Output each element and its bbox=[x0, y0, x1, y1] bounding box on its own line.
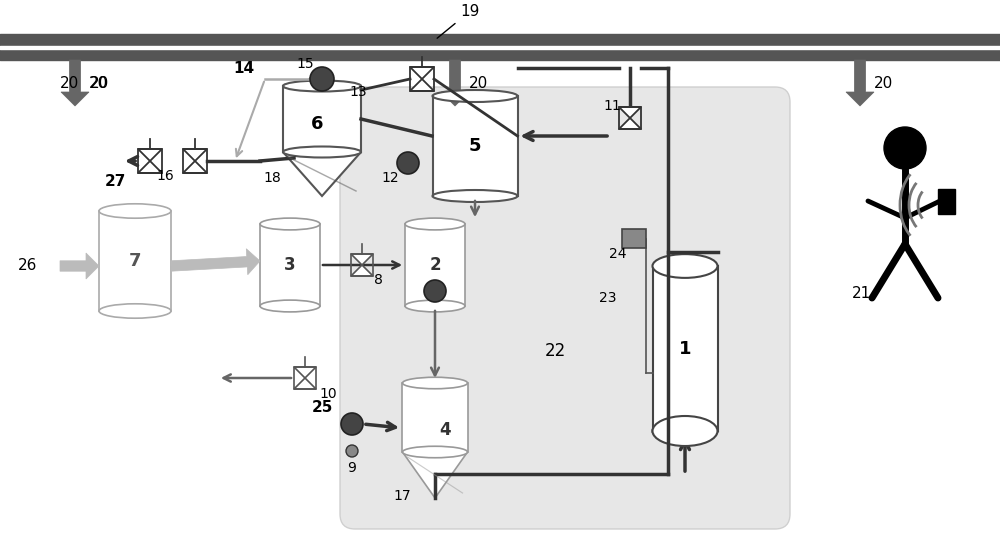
Polygon shape bbox=[351, 265, 373, 276]
Polygon shape bbox=[351, 254, 373, 265]
Bar bbox=[938, 189, 955, 214]
Ellipse shape bbox=[99, 204, 171, 218]
Polygon shape bbox=[410, 67, 434, 79]
Text: 21: 21 bbox=[852, 287, 872, 301]
Polygon shape bbox=[294, 378, 316, 389]
Ellipse shape bbox=[402, 377, 467, 389]
Polygon shape bbox=[410, 79, 434, 91]
Text: 3: 3 bbox=[284, 256, 296, 274]
Text: 9: 9 bbox=[348, 461, 356, 475]
Circle shape bbox=[341, 413, 363, 435]
Ellipse shape bbox=[652, 419, 718, 443]
Polygon shape bbox=[171, 249, 260, 275]
Circle shape bbox=[310, 67, 334, 91]
Text: 24: 24 bbox=[609, 247, 627, 261]
Polygon shape bbox=[619, 118, 641, 129]
Text: 14: 14 bbox=[233, 61, 255, 76]
Text: 8: 8 bbox=[374, 273, 382, 287]
FancyBboxPatch shape bbox=[340, 87, 790, 529]
Polygon shape bbox=[294, 367, 316, 378]
Text: 4: 4 bbox=[439, 421, 451, 439]
Text: 1: 1 bbox=[679, 340, 691, 358]
Circle shape bbox=[884, 127, 926, 169]
Text: 12: 12 bbox=[381, 171, 399, 185]
Text: 11: 11 bbox=[603, 99, 621, 113]
Ellipse shape bbox=[260, 218, 320, 230]
Text: 19: 19 bbox=[437, 4, 479, 38]
Text: 6: 6 bbox=[311, 115, 323, 133]
Text: 20: 20 bbox=[874, 77, 893, 92]
Text: 26: 26 bbox=[18, 258, 37, 273]
Text: 16: 16 bbox=[156, 169, 174, 183]
Polygon shape bbox=[60, 253, 99, 279]
Text: 13: 13 bbox=[349, 85, 367, 99]
Text: 2: 2 bbox=[429, 256, 441, 274]
Bar bbox=[622, 229, 646, 248]
Circle shape bbox=[346, 445, 358, 457]
Text: 20: 20 bbox=[90, 77, 109, 92]
Text: 20: 20 bbox=[469, 77, 488, 92]
Polygon shape bbox=[402, 383, 468, 452]
Ellipse shape bbox=[260, 300, 320, 312]
Text: 17: 17 bbox=[393, 489, 411, 503]
Ellipse shape bbox=[283, 80, 361, 92]
Polygon shape bbox=[61, 60, 89, 106]
Polygon shape bbox=[283, 152, 361, 196]
Polygon shape bbox=[441, 60, 469, 106]
Polygon shape bbox=[138, 149, 162, 161]
Polygon shape bbox=[432, 96, 518, 196]
Polygon shape bbox=[260, 224, 320, 306]
Text: 20: 20 bbox=[60, 77, 79, 92]
Ellipse shape bbox=[405, 218, 465, 230]
Ellipse shape bbox=[432, 90, 518, 102]
Text: 20: 20 bbox=[89, 77, 108, 92]
Text: 25: 25 bbox=[311, 400, 333, 415]
Ellipse shape bbox=[99, 304, 171, 318]
Text: 15: 15 bbox=[296, 57, 314, 71]
Text: 5: 5 bbox=[469, 137, 481, 155]
Polygon shape bbox=[846, 60, 874, 106]
Ellipse shape bbox=[283, 146, 361, 158]
Ellipse shape bbox=[652, 416, 718, 446]
Ellipse shape bbox=[405, 300, 465, 312]
Polygon shape bbox=[283, 86, 361, 152]
Polygon shape bbox=[183, 161, 207, 173]
Text: 18: 18 bbox=[263, 171, 281, 185]
Circle shape bbox=[397, 152, 419, 174]
Ellipse shape bbox=[402, 446, 467, 458]
Polygon shape bbox=[619, 107, 641, 118]
Text: 10: 10 bbox=[319, 387, 337, 401]
Polygon shape bbox=[99, 211, 171, 311]
Polygon shape bbox=[402, 452, 468, 498]
Text: 27: 27 bbox=[104, 174, 126, 189]
Polygon shape bbox=[183, 149, 207, 161]
Polygon shape bbox=[405, 224, 465, 306]
Ellipse shape bbox=[652, 254, 718, 278]
Circle shape bbox=[424, 280, 446, 302]
Text: 7: 7 bbox=[129, 252, 141, 270]
Polygon shape bbox=[138, 161, 162, 173]
Polygon shape bbox=[652, 266, 718, 431]
Text: 22: 22 bbox=[544, 342, 566, 360]
Text: 23: 23 bbox=[599, 291, 617, 305]
Ellipse shape bbox=[432, 190, 518, 202]
